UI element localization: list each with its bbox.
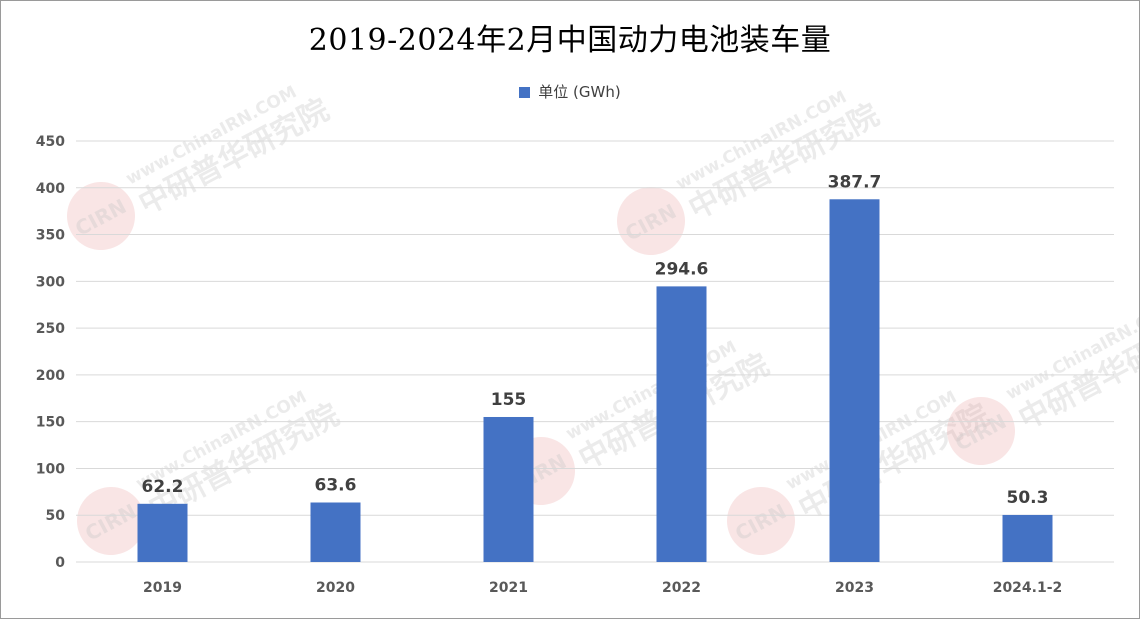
- data-label: 387.7: [828, 172, 882, 192]
- data-label: 294.6: [655, 259, 709, 279]
- watermark-logo-circle: [77, 487, 145, 555]
- bar: [483, 416, 534, 562]
- y-tick-label: 250: [36, 321, 65, 337]
- x-tick-label: 2021: [489, 580, 528, 596]
- x-tick-label: 2022: [662, 580, 701, 596]
- data-label: 62.2: [142, 477, 184, 497]
- watermark-logo-circle: [67, 182, 135, 250]
- y-tick-label: 300: [36, 274, 65, 290]
- legend-label: 单位 (GWh): [538, 83, 621, 101]
- chart-title: 2019-2024年2月中国动力电池装车量: [308, 23, 832, 58]
- watermark-logo-circle: [947, 397, 1015, 465]
- data-label: 50.3: [1007, 488, 1049, 508]
- data-label: 63.6: [315, 475, 357, 495]
- data-label: 155: [491, 390, 527, 410]
- watermark-logo-circle: [617, 187, 685, 255]
- y-tick-label: 400: [36, 181, 65, 197]
- bar: [137, 503, 188, 562]
- y-tick-label: 50: [46, 508, 66, 524]
- bar: [310, 502, 361, 562]
- legend-swatch: [519, 87, 531, 98]
- bar: [656, 286, 707, 562]
- y-tick-label: 0: [55, 555, 65, 571]
- y-tick-label: 450: [36, 134, 65, 150]
- bar: [829, 199, 880, 563]
- y-tick-label: 100: [36, 461, 65, 477]
- y-tick-label: 350: [36, 228, 65, 244]
- chart-legend: 单位 (GWh): [1, 81, 1139, 102]
- x-tick-label: 2024.1-2: [993, 580, 1063, 596]
- bar: [1002, 514, 1053, 562]
- x-tick-label: 2023: [835, 580, 874, 596]
- x-tick-label: 2020: [316, 580, 355, 596]
- y-tick-label: 150: [36, 415, 65, 431]
- x-tick-label: 2019: [143, 580, 182, 596]
- watermark-logo-circle: [727, 487, 795, 555]
- y-tick-label: 200: [36, 368, 65, 384]
